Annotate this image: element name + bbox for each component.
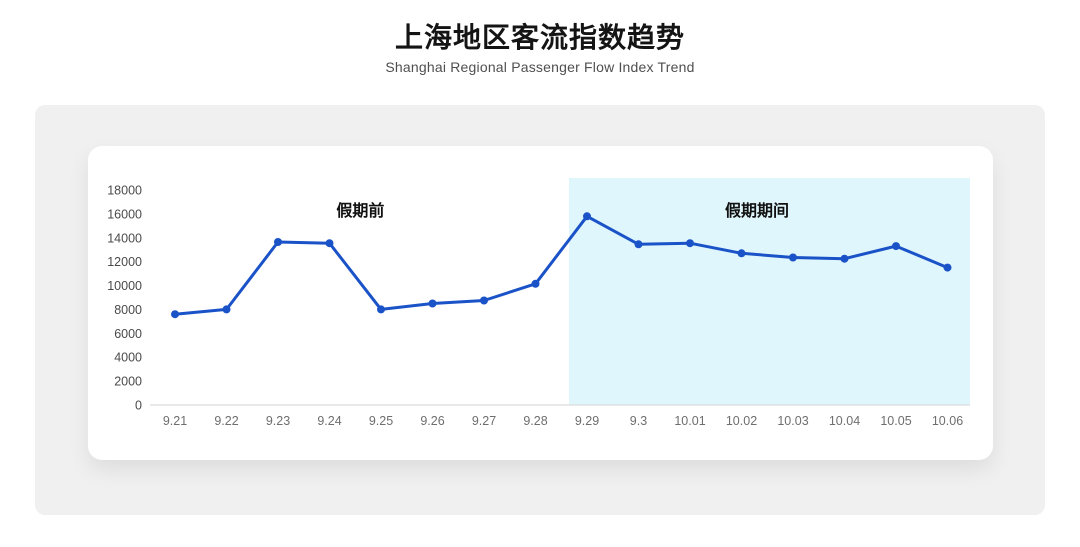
x-axis-tick-label: 10.03 [777, 414, 808, 428]
data-point-9.29 [583, 212, 591, 221]
x-axis-tick-label: 9.3 [630, 414, 647, 428]
x-axis-tick-label: 9.27 [472, 414, 496, 428]
data-point-9.27 [480, 296, 488, 305]
x-axis-tick-label: 10.01 [674, 414, 705, 428]
x-axis-tick-label: 9.22 [214, 414, 238, 428]
x-axis-tick-label: 9.28 [523, 414, 547, 428]
annotation-label: 假期前 [336, 201, 384, 220]
data-point-10.03 [789, 253, 797, 262]
y-axis-tick-label: 0 [135, 399, 142, 413]
y-axis-tick-label: 6000 [114, 327, 142, 341]
page-title: 上海地区客流指数趋势 [394, 22, 685, 53]
x-axis-tick-label: 9.24 [317, 414, 341, 428]
annotation-label: 假期期间 [725, 201, 789, 220]
y-axis-tick-label: 8000 [114, 303, 142, 317]
x-axis-tick-label: 10.04 [829, 414, 860, 428]
x-axis-tick-label: 9.29 [575, 414, 599, 428]
y-axis-tick-label: 10000 [107, 279, 142, 293]
data-point-9.24 [325, 239, 334, 248]
data-point-9.22 [222, 305, 231, 314]
data-point-9.3 [634, 240, 643, 249]
data-line [173, 214, 949, 316]
y-axis-tick-label: 18000 [107, 184, 142, 198]
y-axis-tick-label: 16000 [107, 207, 142, 221]
data-point-10.02 [737, 249, 746, 258]
data-point-9.25 [377, 305, 385, 314]
chart-header: 上海地区客流指数趋势 Shanghai Regional Passenger F… [0, 0, 1080, 75]
x-axis-tick-label: 10.06 [932, 414, 963, 428]
y-axis-tick-label: 2000 [114, 375, 142, 389]
x-axis-tick-label: 9.25 [369, 414, 393, 428]
data-point-10.05 [892, 242, 900, 251]
data-point-9.26 [428, 299, 437, 308]
y-axis-tick-label: 4000 [114, 351, 142, 365]
data-point-10.06 [943, 263, 952, 272]
x-axis-tick-label: 9.26 [420, 414, 444, 428]
x-axis-tick-label: 10.05 [880, 414, 911, 428]
page-subtitle: Shanghai Regional Passenger Flow Index T… [385, 59, 695, 76]
data-point-10.01 [686, 239, 694, 248]
data-point-9.21 [171, 310, 179, 319]
x-axis-tick-label: 9.21 [163, 414, 187, 428]
outer-panel: 0 2000 4000 6000 8000 10000 12000 14000 16000 180… [35, 105, 1045, 515]
y-axis-tick-label: 14000 [107, 231, 142, 245]
x-axis-tick-label: 10.02 [726, 414, 757, 428]
data-point-9.23 [274, 238, 282, 246]
x-axis-tick-label: 9.23 [266, 414, 290, 428]
data-point-9.28 [531, 279, 540, 288]
line-chart: 0 2000 4000 6000 8000 10000 12000 14000 16000 180… [107, 178, 970, 428]
y-axis-tick-label: 12000 [107, 255, 142, 269]
data-point-10.04 [840, 254, 849, 263]
holiday-highlight-region [568, 178, 970, 405]
chart-card: 0 2000 4000 6000 8000 10000 12000 14000 16000 180… [88, 146, 993, 460]
